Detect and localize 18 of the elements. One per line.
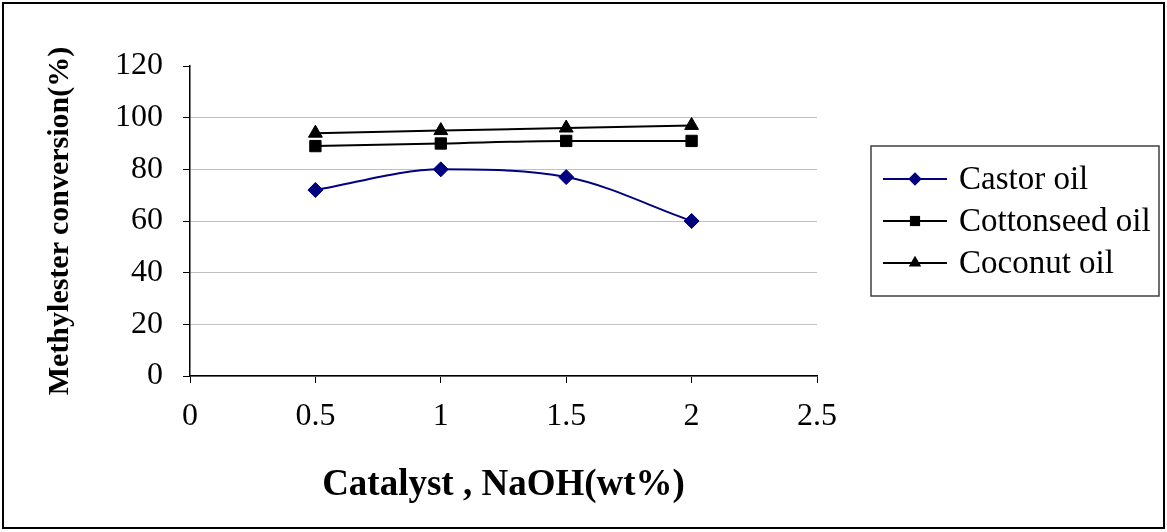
x-tick-label: 0.5 bbox=[295, 395, 336, 432]
y-axis-title: Methylester conversion(%) bbox=[40, 46, 75, 396]
legend-label: Cottonseed oil bbox=[959, 201, 1151, 238]
y-tick-label: 120 bbox=[115, 45, 163, 82]
y-tick-label: 100 bbox=[115, 97, 163, 134]
y-tick-label: 0 bbox=[147, 355, 163, 392]
x-tick-label: 2.5 bbox=[797, 395, 837, 432]
x-tick-label: 2 bbox=[683, 395, 700, 432]
y-tick-label: 60 bbox=[131, 200, 163, 237]
legend-label: Coconut oil bbox=[959, 243, 1114, 280]
x-tick-label: 1.5 bbox=[546, 395, 587, 432]
legend-label: Castor oil bbox=[959, 159, 1089, 196]
y-tick-label: 40 bbox=[131, 252, 163, 289]
y-tick-label: 20 bbox=[131, 303, 163, 340]
x-axis-title: Catalyst , NaOH(wt%) bbox=[322, 462, 685, 505]
x-tick-label: 1 bbox=[432, 395, 449, 432]
x-tick-label: 0 bbox=[182, 395, 198, 432]
y-tick-label: 80 bbox=[131, 148, 163, 185]
